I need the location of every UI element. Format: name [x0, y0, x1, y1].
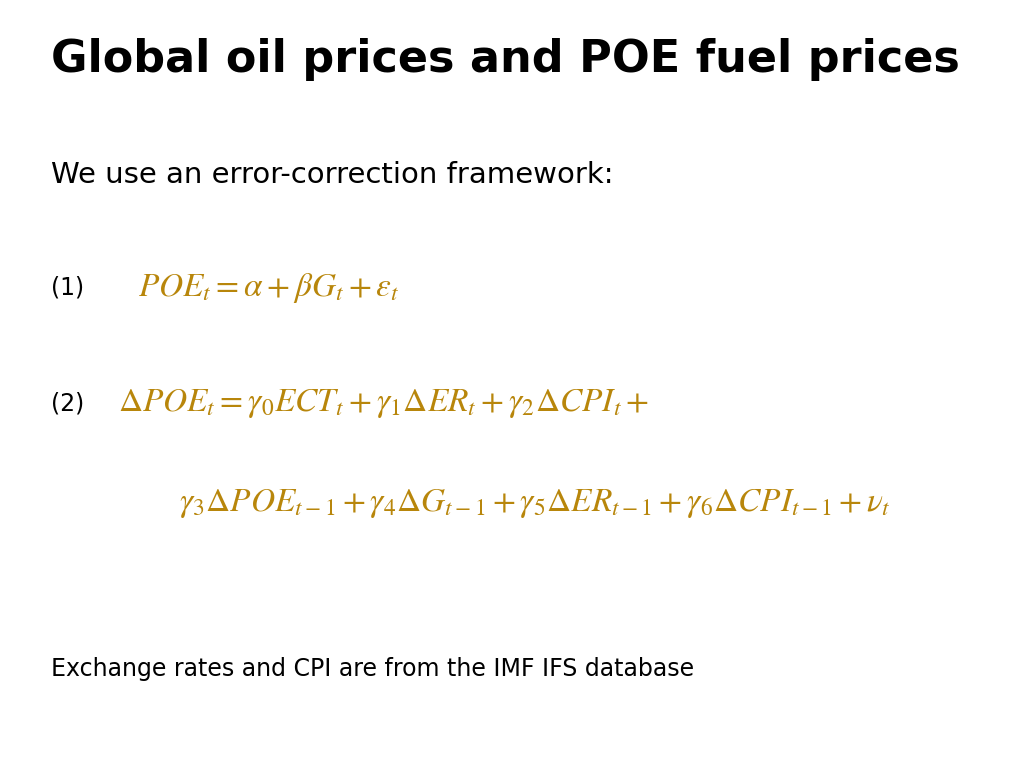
Text: $POE_t = \alpha + \beta G_t + \varepsilon_t$: $POE_t = \alpha + \beta G_t + \varepsilo… — [138, 271, 399, 305]
Text: (1): (1) — [51, 276, 84, 300]
Text: (2): (2) — [51, 391, 84, 415]
Text: Global oil prices and POE fuel prices: Global oil prices and POE fuel prices — [51, 38, 961, 81]
Text: Exchange rates and CPI are from the IMF IFS database: Exchange rates and CPI are from the IMF … — [51, 657, 694, 680]
Text: We use an error-correction framework:: We use an error-correction framework: — [51, 161, 613, 189]
Text: $\Delta POE_t = \gamma_0 ECT_t + \gamma_1 \Delta ER_t + \gamma_2 \Delta CPI_t +$: $\Delta POE_t = \gamma_0 ECT_t + \gamma_… — [118, 387, 649, 419]
Text: $\gamma_3 \Delta POE_{t-1} + \gamma_4 \Delta G_{t-1} + \gamma_5 \Delta ER_{t-1} : $\gamma_3 \Delta POE_{t-1} + \gamma_4 \D… — [179, 487, 891, 519]
